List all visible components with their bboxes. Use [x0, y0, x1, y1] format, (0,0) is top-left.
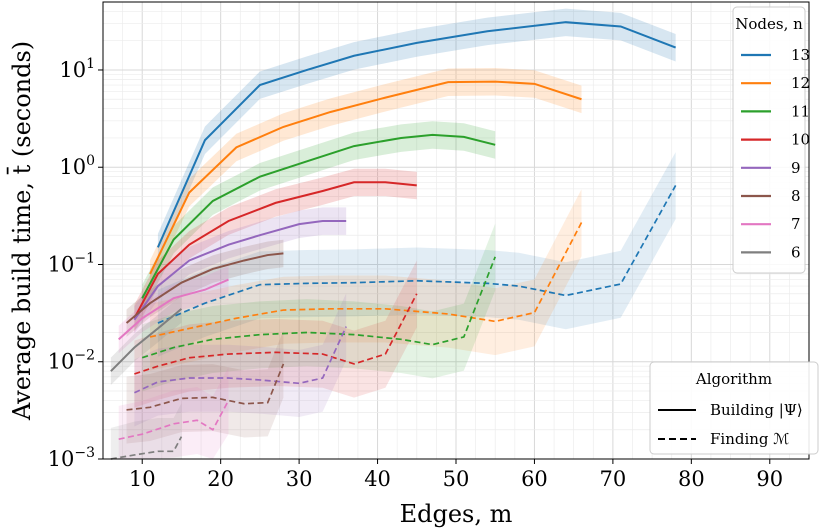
- band-finding-n6: [110, 403, 182, 459]
- y-tick-label: 10−2: [48, 348, 95, 374]
- band-finding-n8: [126, 330, 284, 444]
- line-finding-n13: [157, 185, 677, 324]
- legend-nodes: Nodes, n 13 12 11 10 9 8 7 6: [732, 6, 810, 274]
- band-finding-n11: [142, 223, 496, 392]
- legend-algorithm-title: Algorithm: [695, 370, 772, 388]
- legend-nodes-title: Nodes, n: [735, 15, 803, 33]
- legend-label-n6: 6: [791, 243, 801, 261]
- y-tick-label: 100: [59, 153, 95, 179]
- y-axis-title: Average build time, t̄ (seconds): [7, 41, 36, 421]
- band-finding-n9: [134, 293, 347, 427]
- x-tick-label: 10: [129, 467, 156, 491]
- legend-label-n8: 8: [791, 187, 801, 205]
- x-tick-label: 40: [364, 467, 391, 491]
- legend-label-n13: 13: [791, 46, 810, 64]
- line-finding-n7: [118, 400, 230, 440]
- confidence-bands: [110, 8, 676, 459]
- x-tick-label: 70: [600, 467, 627, 491]
- line-building-n6: [110, 308, 183, 372]
- band-building-n8: [126, 239, 284, 337]
- series-lines: [110, 21, 677, 460]
- band-building-n7: [118, 265, 229, 354]
- y-tick-label: 101: [59, 56, 95, 82]
- x-tick-label: 50: [443, 467, 470, 491]
- band-building-n9: [134, 207, 347, 334]
- band-finding-n13: [157, 152, 676, 357]
- x-tick-label: 30: [286, 467, 313, 491]
- line-finding-n10: [134, 293, 418, 375]
- x-tick-label: 60: [521, 467, 548, 491]
- band-building-n10: [134, 168, 417, 333]
- x-tick-label: 90: [756, 467, 783, 491]
- legend-algorithm: Algorithm Building |Ψ⟩ Finding ℳ: [649, 361, 819, 455]
- legend-label-dashed: Finding ℳ: [710, 430, 789, 448]
- legend-label-n11: 11: [791, 102, 810, 120]
- band-building-n6: [110, 295, 182, 386]
- line-building-n7: [118, 278, 229, 341]
- legend-label-n9: 9: [791, 159, 801, 177]
- line-finding-n8: [126, 363, 285, 411]
- x-tick-label: 20: [207, 467, 234, 491]
- legend-algorithm-box: [649, 361, 819, 455]
- legend-label-n10: 10: [791, 131, 810, 149]
- line-building-n9: [133, 220, 347, 321]
- line-building-n8: [125, 252, 284, 324]
- y-tick-label: 10−1: [48, 250, 95, 276]
- line-finding-n11: [141, 256, 497, 359]
- band-finding-n7: [118, 367, 229, 459]
- band-building-n11: [142, 121, 496, 313]
- line-building-n11: [141, 133, 496, 299]
- line-finding-n6: [110, 436, 183, 460]
- legend-label-n7: 7: [791, 215, 801, 233]
- band-finding-n12: [150, 189, 582, 371]
- line-building-n10: [133, 181, 417, 319]
- legend-label-n12: 12: [791, 74, 810, 92]
- band-building-n13: [157, 8, 676, 262]
- line-building-n12: [149, 80, 582, 275]
- line-building-n13: [156, 21, 677, 248]
- x-tick-label: 80: [678, 467, 705, 491]
- legend-label-solid: Building |Ψ⟩: [710, 401, 803, 419]
- band-building-n12: [150, 67, 582, 288]
- line-finding-n12: [149, 222, 583, 338]
- line-finding-n9: [134, 326, 347, 394]
- axis-ticks: 10 20 30 40 50 60 70 80 90 10−3 10−2 10−1 100 101: [48, 56, 784, 491]
- x-axis-title: Edges, m: [400, 500, 513, 528]
- y-tick-label: 10−3: [48, 445, 95, 471]
